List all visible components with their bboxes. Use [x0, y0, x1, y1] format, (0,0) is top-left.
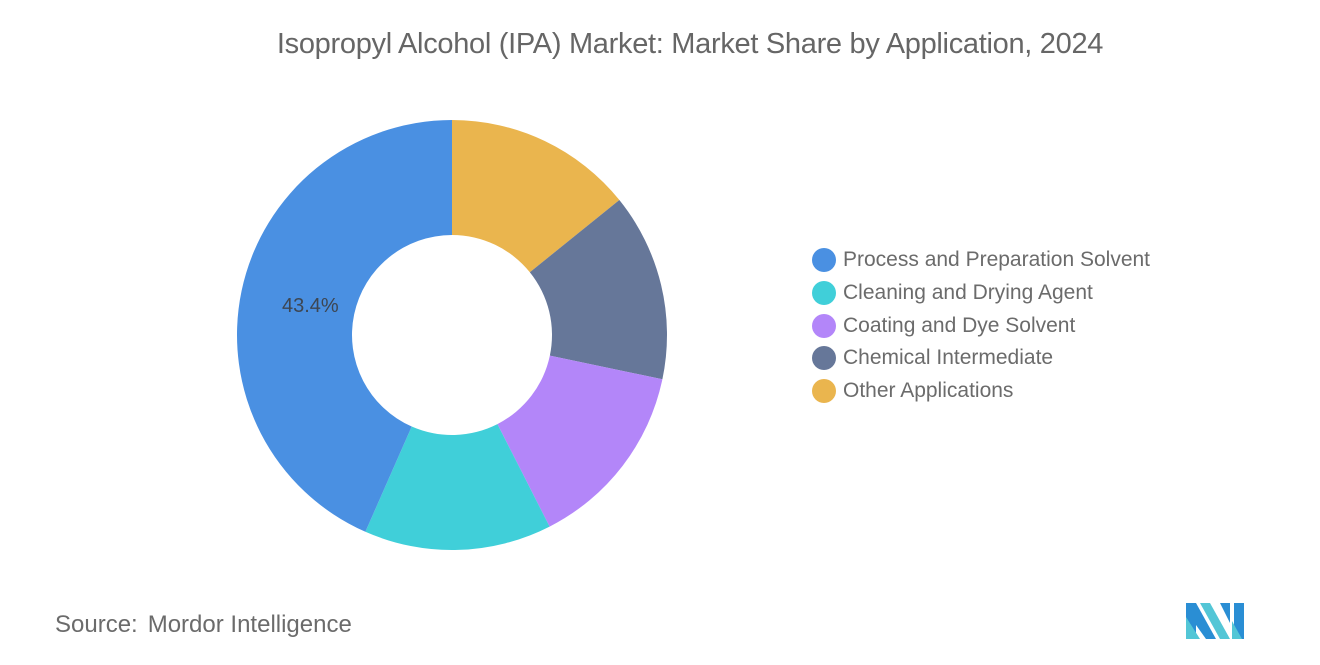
slice-other-applications[interactable] [452, 120, 620, 273]
legend-label: Chemical Intermediate [843, 346, 1054, 370]
slice-process-and-preparation-solvent[interactable] [236, 120, 452, 532]
donut-chart: 43.4% [236, 120, 667, 550]
source-label: Source: [55, 611, 138, 638]
chart-legend: Process and Preparation Solvent Cleaning… [812, 244, 1150, 407]
source-note: Source: Mordor Intelligence [55, 611, 352, 639]
slice-chemical-intermediate[interactable] [529, 200, 667, 380]
legend-label: Coating and Dye Solvent [843, 313, 1076, 337]
legend-item-other-applications[interactable]: Other Applications [812, 375, 1150, 408]
legend-swatch-icon [812, 313, 836, 338]
legend-label: Cleaning and Drying Agent [843, 281, 1093, 305]
slice-coating-and-dye-solvent[interactable] [497, 355, 663, 527]
legend-item-chemical-intermediate[interactable]: Chemical Intermediate [812, 342, 1150, 375]
chart-title: Isopropyl Alcohol (IPA) Market: Market S… [276, 28, 1104, 60]
legend-item-cleaning-and-drying-agent[interactable]: Cleaning and Drying Agent [812, 277, 1150, 310]
donut-slices [236, 120, 667, 550]
legend-item-coating-and-dye-solvent[interactable]: Coating and Dye Solvent [812, 309, 1150, 342]
mordor-intelligence-logo-icon [1186, 603, 1244, 639]
legend-label: Process and Preparation Solvent [843, 248, 1151, 272]
legend-item-process-and-preparation-solvent[interactable]: Process and Preparation Solvent [812, 244, 1150, 277]
legend-label: Other Applications [843, 379, 1014, 403]
legend-swatch-icon [812, 281, 836, 306]
legend-swatch-icon [812, 346, 836, 371]
slice-cleaning-and-drying-agent[interactable] [365, 424, 550, 550]
source-value: Mordor Intelligence [147, 611, 352, 638]
slice-label-process-and-preparation-solvent: 43.4% [282, 295, 339, 317]
legend-swatch-icon [812, 379, 836, 404]
legend-swatch-icon [812, 248, 836, 273]
